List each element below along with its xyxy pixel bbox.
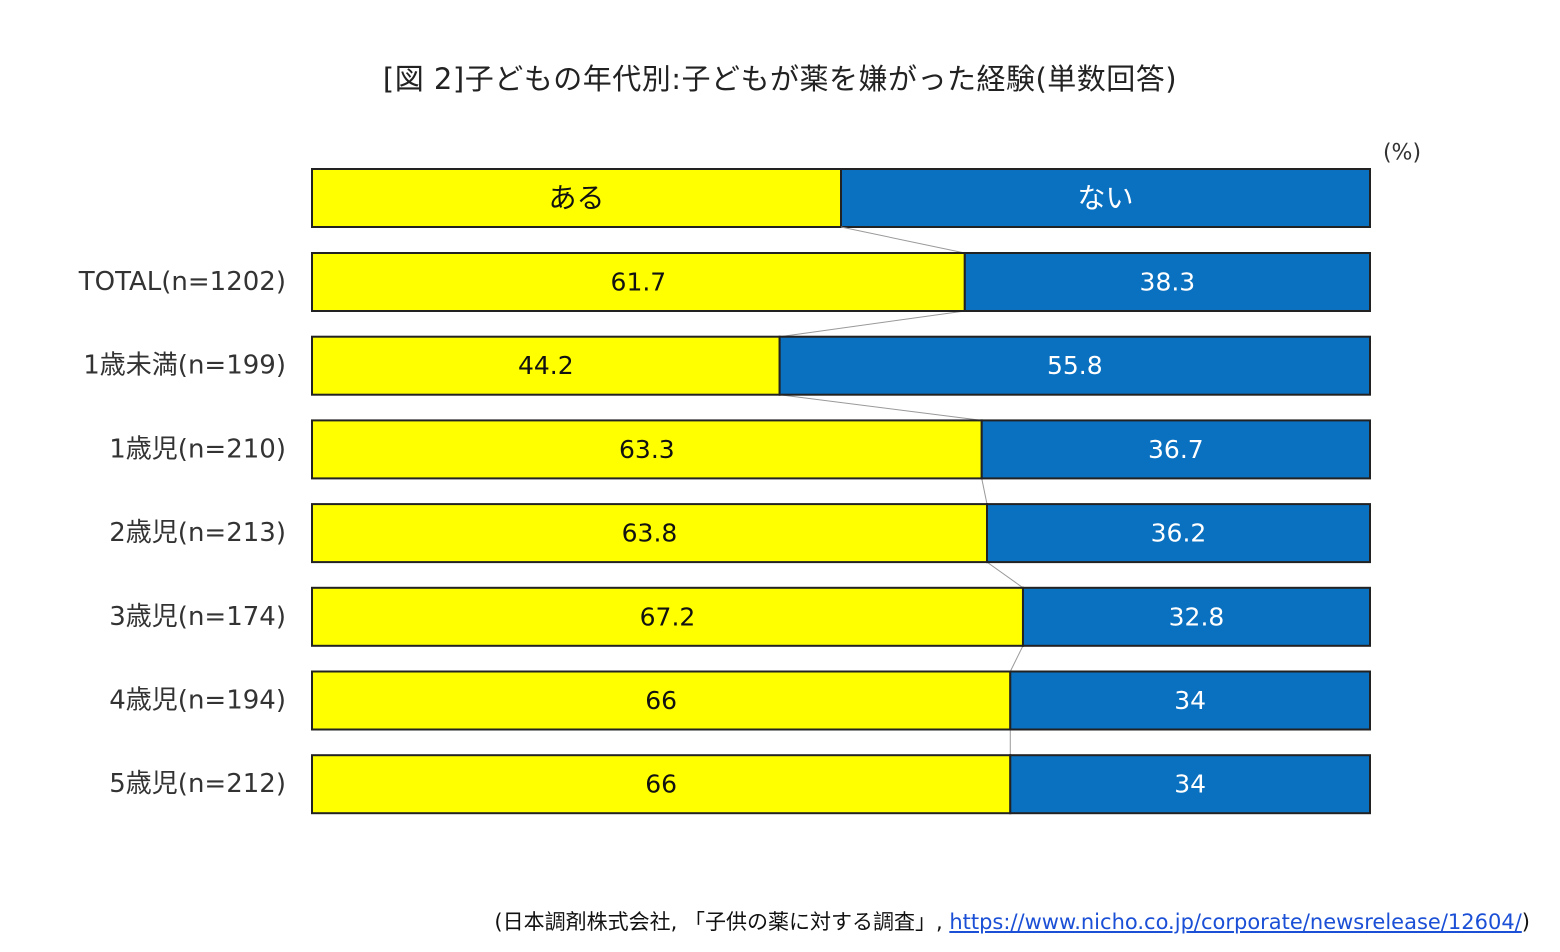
data-label-aru: 66 [645,770,677,799]
bar-nai [986,503,1372,564]
category-label: 5歳児(n=212) [109,769,286,799]
bar-aru [311,503,989,564]
chart-title: [図 2]子どもの年代別:子どもが薬を嫌がった経験(単数回答) [382,62,1178,96]
data-label-nai: 34 [1174,686,1206,715]
bar-aru [311,252,966,312]
category-label: 1歳未満(n=199) [83,351,286,381]
data-label-aru: 66 [645,686,677,715]
legend-label-aru: ある [548,182,604,215]
series-connector-line [779,394,982,421]
series-connector-line [779,310,965,338]
legend-swatch-nai [840,168,1371,228]
data-label-aru: 63.3 [619,435,675,464]
data-label-nai: 36.2 [1151,519,1207,548]
data-label-nai: 36.7 [1148,435,1204,464]
series-connector-line [1009,645,1024,672]
series-connector-line [986,561,1024,589]
source-suffix: ) [1521,910,1530,934]
bar-aru [311,586,1024,647]
bar-nai [1009,670,1372,731]
category-label: 2歳児(n=213) [109,518,286,548]
data-label-nai: 55.8 [1047,351,1103,380]
bar-nai [1021,586,1371,647]
legend-swatch-aru [311,168,842,228]
category-label: 3歳児(n=174) [109,602,286,632]
bar-nai [778,335,1371,396]
bar-nai [963,252,1371,312]
data-label-aru: 63.8 [622,519,678,548]
data-label-aru: 67.2 [640,602,696,631]
source-prefix: (日本調剤株式会社, 「子供の薬に対する調査」, [494,910,950,934]
legend-label-nai: ない [1077,182,1133,215]
data-label-nai: 34 [1174,770,1206,799]
data-label-nai: 38.3 [1140,268,1196,297]
category-label: TOTAL(n=1202) [78,267,286,297]
bar-nai [1009,754,1372,815]
data-label-aru: 44.2 [518,351,574,380]
unit-label: (%) [1383,141,1421,166]
category-label: 1歳児(n=210) [109,434,286,464]
category-label: 4歳児(n=194) [109,686,286,716]
data-label-nai: 32.8 [1169,602,1225,631]
series-connector-line [840,226,965,254]
data-label-aru: 61.7 [611,268,667,297]
bar-aru [311,670,1012,731]
series-connector-line [981,478,988,505]
bar-aru [311,335,781,396]
source-link[interactable]: https://www.nicho.co.jp/corporate/newsre… [949,910,1522,934]
source-citation: (日本調剤株式会社, 「子供の薬に対する調査」, https://www.nic… [494,906,1530,936]
bar-nai [980,419,1371,480]
